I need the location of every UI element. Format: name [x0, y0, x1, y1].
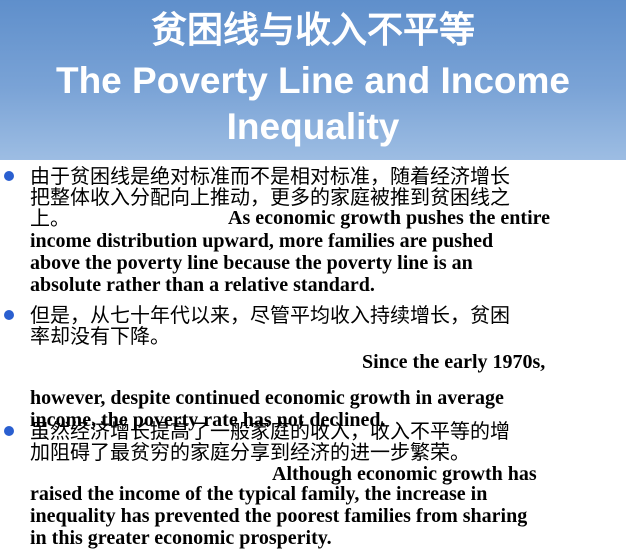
bullet-3-en-line-2: raised the income of the typical family,…	[30, 483, 488, 505]
title-english: The Poverty Line and Income Inequality	[0, 58, 626, 150]
bullet-2-en-line-1: Since the early 1970s,	[362, 351, 546, 373]
bullet-marker-2	[4, 310, 14, 320]
bullet-1-en-line-3: above the poverty line because the pover…	[30, 252, 473, 274]
bullet-3-en-line-1: Although economic growth has	[272, 463, 537, 485]
bullet-marker-1	[4, 171, 14, 181]
bullet-1-en-line-2: income distribution upward, more familie…	[30, 230, 494, 252]
bullet-item-3: 虽然经济增长提高了一般家庭的收入，收入不平等的增 加阻碍了最贫穷的家庭分享到经济…	[30, 421, 622, 549]
title-english-line-2: Inequality	[226, 106, 400, 147]
bullet-2-cn-line-1: 但是，从七十年代以来，尽管平均收入持续增长，贫困	[30, 303, 510, 327]
bullet-1-en-line-4: absolute rather than a relative standard…	[30, 274, 375, 296]
title-english-line-1: The Poverty Line and Income	[55, 60, 570, 101]
bullet-1-cn-line-1: 由于贫困线是绝对标准而不是相对标准，随着经济增长	[30, 164, 510, 188]
bullet-2-en-line-3: income, the poverty rate has not decline…	[30, 409, 386, 431]
title-banner: 贫困线与收入不平等 The Poverty Line and Income In…	[0, 0, 626, 160]
title-chinese: 贫困线与收入不平等	[150, 10, 475, 51]
bullet-3-cn-line-1: 虽然经济增长提高了一般家庭的收入，收入不平等的增	[30, 419, 510, 443]
bullet-1-cn-line-3: 上。	[30, 206, 70, 230]
bullet-2-en-line-2: however, despite continued economic grow…	[30, 387, 504, 409]
bullet-item-1: 由于贫困线是绝对标准而不是相对标准，随着经济增长 把整体收入分配向上推动，更多的…	[30, 164, 622, 297]
bullet-3-en-line-3: inequality has prevented the poorest fam…	[30, 505, 528, 527]
title-divider	[0, 160, 626, 163]
bullet-marker-3	[4, 426, 14, 436]
bullet-3-cn-line-2: 加阻碍了最贫穷的家庭分享到经济的进一步繁荣。	[30, 440, 470, 464]
bullet-3-en-line-4: in this greater economic prosperity.	[30, 527, 332, 549]
bullet-1-cn-line-2: 把整体收入分配向上推动，更多的家庭被推到贫困线之	[30, 185, 510, 209]
bullet-2-cn-line-2: 率却没有下降。	[30, 324, 170, 348]
bullet-item-2: 但是，从七十年代以来，尽管平均收入持续增长，贫困 率却没有下降。 Since t…	[30, 303, 622, 432]
bullet-1-en-line-1: As economic growth pushes the entire	[228, 207, 551, 229]
